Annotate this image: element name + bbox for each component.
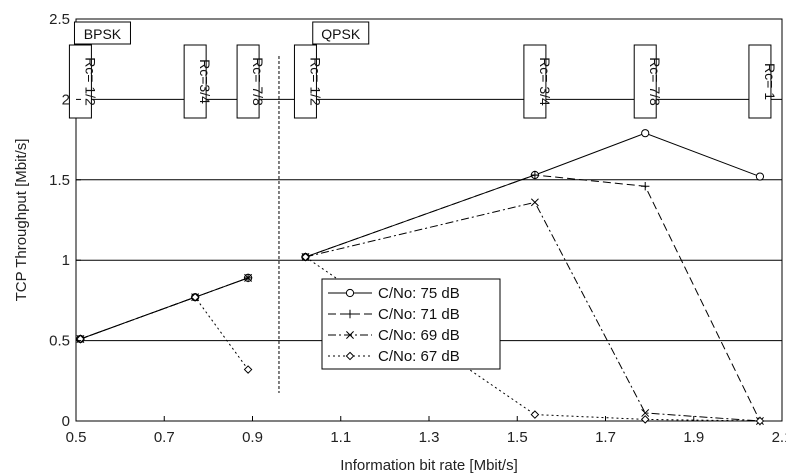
series-line	[305, 201, 760, 422]
x-tick-label: 1.3	[419, 429, 440, 446]
x-tick-label: 1.5	[507, 429, 528, 446]
data-point	[346, 331, 354, 339]
data-point	[641, 129, 650, 138]
x-tick-label: 0.7	[154, 429, 175, 446]
y-tick-label: 2.5	[49, 11, 70, 28]
data-point	[190, 292, 200, 302]
code-rate-label: Rc= 1/2	[82, 57, 98, 106]
x-tick-label: 1.1	[330, 429, 351, 446]
code-rate-box	[68, 44, 92, 119]
y-axis-ticks: 0 0.5 1 1.5 2 2.5	[49, 11, 81, 430]
x-tick-label: 0.5	[66, 429, 87, 446]
series-line	[305, 256, 760, 422]
data-point	[755, 172, 765, 181]
data-point	[641, 182, 650, 191]
data-point	[345, 351, 355, 361]
series-layer	[76, 129, 765, 426]
x-tick-label: 1.7	[595, 429, 616, 446]
x-tick-label: 2.1	[772, 429, 786, 446]
code-rate-label: Rc= 1/2	[307, 57, 323, 106]
code-rate-box	[633, 44, 657, 119]
data-point	[301, 252, 310, 262]
series-line	[80, 296, 249, 370]
code-rate-label: Rc= 1	[762, 63, 778, 100]
code-rate-box	[293, 44, 317, 119]
code-rate-box	[183, 44, 207, 119]
code-rate-box	[236, 44, 260, 119]
code-rate-labels: Rc= 1/2 Rc=3/4 Rc= 7/8 Rc= 1/2 Rc= 3/4 Rc= 7/…	[68, 44, 778, 119]
code-rate-tag: Rc=3/4	[183, 44, 213, 119]
legend-label: C/No: 69 dB	[378, 327, 460, 344]
code-rate-box	[523, 44, 547, 119]
y-tick-label: 0.5	[49, 333, 70, 350]
code-rate-tag: Rc= 7/8	[236, 44, 266, 119]
modulation-labels: BPSK QPSK	[73, 21, 370, 45]
data-point	[641, 409, 650, 417]
legend-label: C/No: 75 dB	[378, 285, 460, 302]
data-point	[345, 288, 355, 298]
x-tick-label: 1.9	[683, 429, 704, 446]
modulation-label: QPSK	[321, 26, 361, 42]
y-tick-label: 0	[62, 413, 70, 430]
legend: C/No: 75 dB C/No: 71 dB C/No: 69 dB C/No: 6…	[321, 278, 501, 370]
code-rate-tag: Rc= 7/8	[633, 44, 663, 119]
data-point	[530, 198, 539, 207]
data-point	[530, 170, 540, 180]
legend-label: C/No: 71 dB	[378, 306, 460, 323]
code-rate-tag: Rc= 1	[748, 44, 778, 119]
modulation-box	[312, 21, 370, 45]
code-rate-box	[748, 44, 772, 119]
series-line	[305, 132, 761, 258]
data-point	[244, 273, 253, 282]
modulation-label: BPSK	[84, 26, 122, 42]
data-point	[243, 365, 253, 374]
code-rate-tag: Rc= 1/2	[68, 44, 98, 119]
y-tick-label: 2	[62, 91, 70, 108]
data-point	[530, 410, 540, 419]
data-point	[640, 415, 650, 424]
code-rate-label: Rc= 7/8	[647, 57, 663, 106]
series-line	[305, 174, 761, 422]
data-point	[755, 416, 765, 426]
code-rate-tag: Rc= 1/2	[293, 44, 323, 119]
x-tick-label: 0.9	[242, 429, 263, 446]
code-rate-label: Rc=3/4	[197, 59, 213, 104]
code-rate-label: Rc= 7/8	[250, 57, 266, 106]
series	[76, 252, 765, 426]
modulation-box	[73, 21, 131, 45]
code-rate-tag: Rc= 3/4	[523, 44, 553, 119]
code-rate-label: Rc= 3/4	[537, 57, 553, 106]
x-axis-title: Information bit rate [Mbit/s]	[340, 457, 518, 474]
y-tick-label: 1.5	[49, 172, 70, 189]
data-point	[345, 309, 355, 319]
x-axis-ticks: 0.5 0.7 0.9 1.1 1.3 1.5 1.7 1.9 2.1	[66, 416, 786, 446]
legend-label: C/No: 67 dB	[378, 348, 460, 365]
y-axis-title: TCP Throughput [Mbit/s]	[13, 139, 30, 302]
y-tick-label: 1	[62, 252, 70, 269]
